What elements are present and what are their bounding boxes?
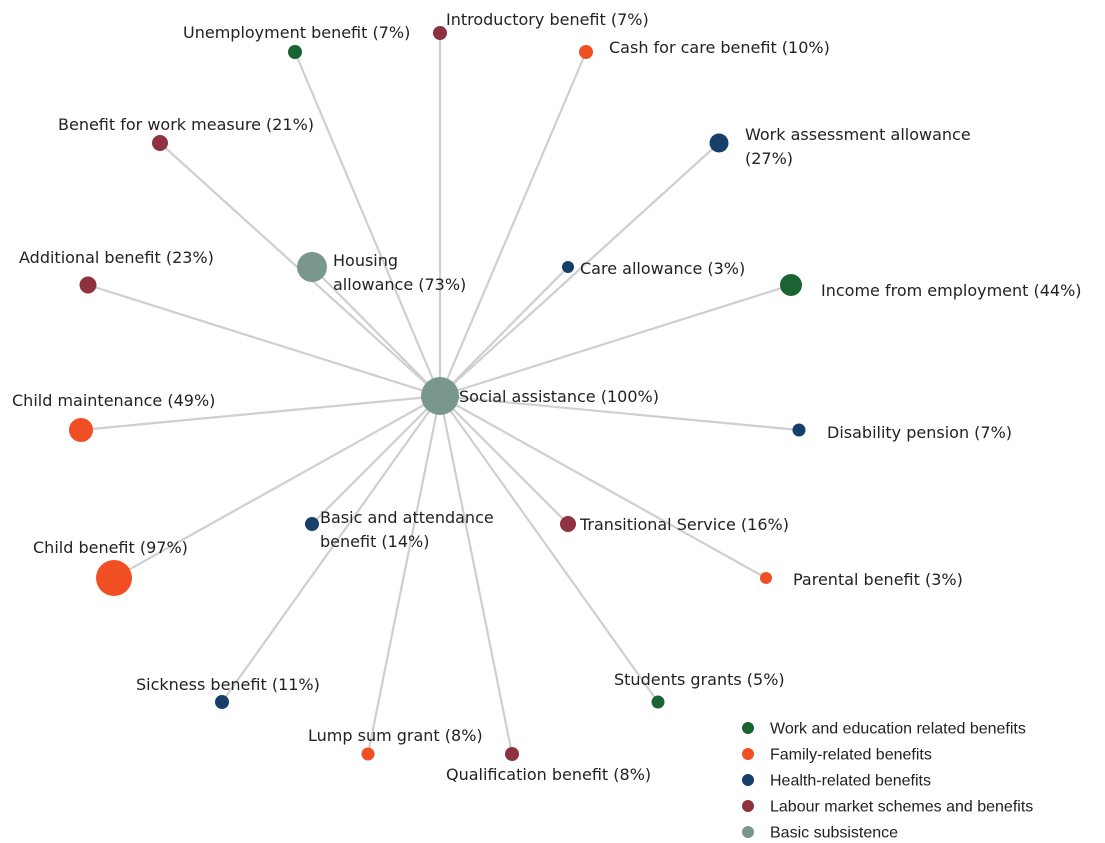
label-line: Introductory benefit (7%) (446, 10, 649, 29)
label-housing: Housing allowance (73%) (333, 251, 466, 294)
legend: Work and education related benefits Famil… (742, 721, 1033, 842)
legend-label-health: Health-related benefits (770, 773, 931, 790)
node-qualification (505, 747, 519, 761)
node-parental (760, 572, 772, 584)
legend-swatch-health (742, 774, 754, 786)
label-line: Parental benefit (3%) (793, 570, 963, 589)
label-qualification: Qualification benefit (8%) (446, 765, 651, 784)
node-students (651, 695, 665, 709)
edge-unemployment (293, 51, 442, 397)
label-additional: Additional benefit (23%) (19, 248, 214, 267)
legend-label-labour: Labour market schemes and benefits (770, 799, 1033, 816)
node-care-allowance (562, 261, 574, 273)
legend-label-basic: Basic subsistence (770, 825, 898, 842)
label-line: Additional benefit (23%) (19, 248, 214, 267)
edge-child-benefit (113, 395, 441, 579)
node-unemployment (288, 45, 302, 59)
node-work-assessment (709, 133, 729, 153)
label-unemployment: Unemployment benefit (7%) (183, 23, 410, 42)
legend-swatch-work_education (742, 722, 754, 734)
node-lump-sum (361, 747, 375, 761)
label-benefit-work-measure: Benefit for work measure (21%) (58, 115, 314, 134)
node-income-employment (780, 274, 802, 296)
node-child-maintenance (69, 418, 93, 442)
label-line: Care allowance (3%) (580, 259, 745, 278)
label-line: Lump sum grant (8%) (308, 726, 483, 745)
edge-disability (439, 394, 800, 432)
edge-basic-attendance (311, 395, 441, 525)
edge-additional (87, 283, 441, 398)
label-transitional: Transitional Service (16%) (579, 515, 789, 534)
label-care-allowance: Care allowance (3%) (580, 259, 745, 278)
node-child-benefit (96, 560, 132, 596)
legend-swatch-family (742, 748, 754, 760)
label-line: benefit (14%) (320, 532, 429, 551)
node-cash-for-care (579, 45, 593, 59)
legend-label-family: Family-related benefits (770, 747, 932, 764)
label-line: Qualification benefit (8%) (446, 765, 651, 784)
node-transitional (560, 516, 576, 532)
label-line: (27%) (745, 149, 793, 168)
edge-students (439, 395, 659, 703)
node-basic-attendance (305, 517, 319, 531)
edge-housing (311, 266, 441, 397)
node-social-assistance (421, 377, 459, 415)
label-disability: Disability pension (7%) (827, 423, 1012, 442)
label-line: Housing (333, 251, 398, 270)
label-line: Child benefit (97%) (33, 538, 188, 557)
node-disability (792, 423, 806, 437)
edge-income-employment (439, 283, 792, 398)
edge-transitional (439, 395, 569, 525)
label-child-benefit: Child benefit (97%) (33, 538, 188, 557)
label-students: Students grants (5%) (614, 670, 785, 689)
node-benefit-work-measure (152, 135, 168, 151)
label-line: Disability pension (7%) (827, 423, 1012, 442)
label-line: Benefit for work measure (21%) (58, 115, 314, 134)
edge-care-allowance (439, 266, 569, 397)
edge-sickness (221, 395, 441, 703)
edge-work-assessment (439, 142, 720, 397)
label-child-maintenance: Child maintenance (49%) (12, 391, 215, 410)
labels-layer: Social assistance (100%) Unemployment ben… (12, 10, 1082, 784)
label-line: allowance (73%) (333, 275, 466, 294)
label-basic-attendance: Basic and attendance benefit (14%) (320, 508, 494, 551)
label-line: Unemployment benefit (7%) (183, 23, 410, 42)
edge-child-maintenance (80, 394, 441, 432)
node-introductory (433, 26, 447, 40)
edge-qualification (438, 395, 514, 755)
nodes-layer (69, 26, 806, 761)
label-line: Sickness benefit (11%) (136, 675, 320, 694)
edge-parental (439, 395, 767, 579)
label-line: Work assessment allowance (745, 125, 971, 144)
label-work-assessment: Work assessment allowance (27%) (745, 125, 971, 168)
label-income-employment: Income from employment (44%) (821, 281, 1082, 300)
node-additional (79, 276, 97, 294)
label-line: Basic and attendance (320, 508, 494, 527)
label-sickness: Sickness benefit (11%) (136, 675, 320, 694)
label-line: Income from employment (44%) (821, 281, 1082, 300)
legend-swatch-labour (742, 800, 754, 812)
node-housing (297, 252, 327, 282)
edge-lump-sum (366, 395, 442, 755)
legend-label-work_education: Work and education related benefits (770, 721, 1026, 738)
node-sickness (215, 695, 229, 709)
legend-swatch-basic (742, 826, 754, 838)
label-introductory: Introductory benefit (7%) (446, 10, 649, 29)
label-line: Students grants (5%) (614, 670, 785, 689)
label-line: Child maintenance (49%) (12, 391, 215, 410)
label-line: Transitional Service (16%) (579, 515, 789, 534)
label-parental: Parental benefit (3%) (793, 570, 963, 589)
label-lump-sum: Lump sum grant (8%) (308, 726, 483, 745)
label-cash-for-care: Cash for care benefit (10%) (609, 38, 830, 57)
label-social-assistance: Social assistance (100%) (459, 387, 659, 406)
label-line: Cash for care benefit (10%) (609, 38, 830, 57)
edge-cash-for-care (438, 51, 588, 397)
